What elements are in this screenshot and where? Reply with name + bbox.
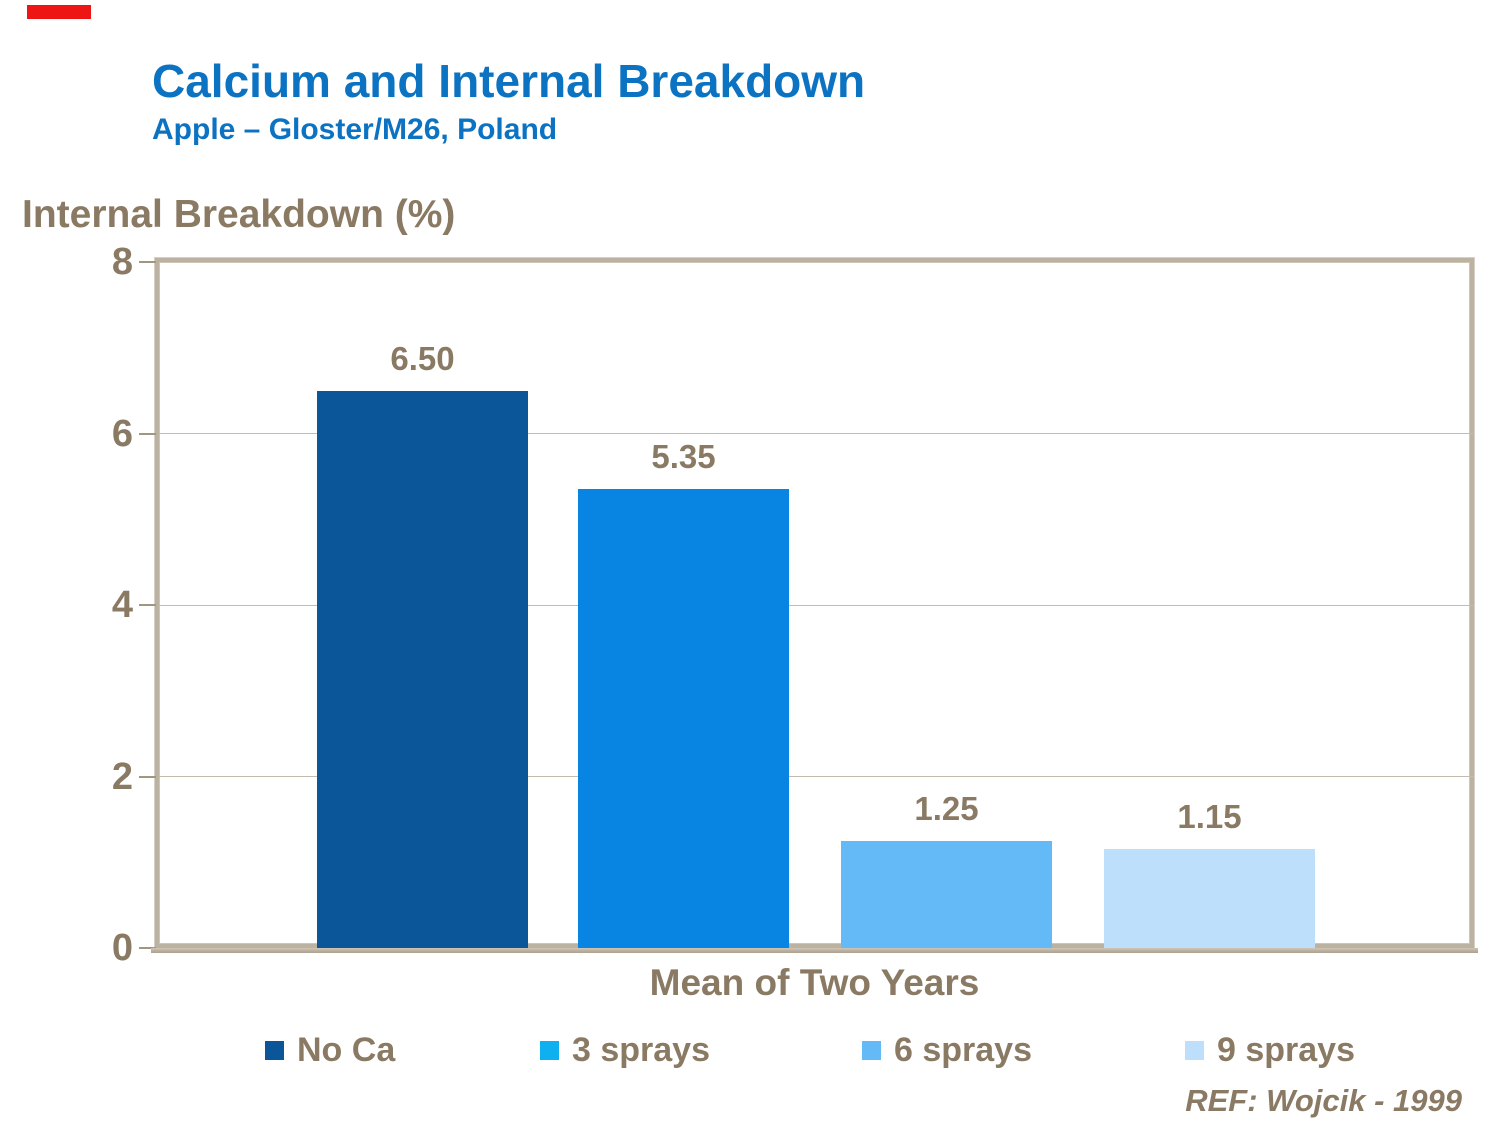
legend-item-no-ca: No Ca xyxy=(265,1028,395,1072)
y-axis-title: Internal Breakdown (%) xyxy=(22,193,456,236)
y-tick-mark-0 xyxy=(139,947,156,949)
legend-item-3-sprays: 3 sprays xyxy=(540,1028,710,1072)
y-tick-mark-4 xyxy=(139,604,156,606)
y-tick-mark-6 xyxy=(139,432,156,435)
bar-no-ca xyxy=(317,390,528,948)
x-axis-line xyxy=(151,948,1478,953)
legend-label-no-ca: No Ca xyxy=(297,1031,396,1069)
bar-6-sprays xyxy=(841,840,1052,948)
y-tick-label-0: 0 xyxy=(111,927,133,969)
gridline-y4 xyxy=(159,604,1474,606)
chart-subtitle: Apple – Gloster/M26, Poland xyxy=(152,113,558,146)
legend-label-9-sprays: 9 sprays xyxy=(1217,1031,1355,1069)
bar-value-label-9-sprays: 1.15 xyxy=(1177,798,1242,836)
x-axis-title: Mean of Two Years xyxy=(649,962,980,1003)
legend-item-9-sprays: 9 sprays xyxy=(1185,1028,1355,1072)
legend-swatch-3-sprays xyxy=(540,1040,559,1060)
reference-note: REF: Wojcik - 1999 xyxy=(1185,1083,1462,1118)
bar-value-label-6-sprays: 1.25 xyxy=(914,789,979,827)
legend-item-6-sprays: 6 sprays xyxy=(862,1028,1032,1072)
bar-value-label-no-ca: 6.50 xyxy=(390,339,455,377)
y-tick-mark-8 xyxy=(139,261,156,263)
bar-3-sprays xyxy=(578,489,789,948)
chart-title: Calcium and Internal Breakdown xyxy=(152,55,866,107)
legend: No Ca 3 sprays 6 sprays 9 sprays xyxy=(0,1028,1500,1078)
y-tick-label-6: 6 xyxy=(111,412,133,455)
red-marker xyxy=(27,5,91,19)
gridline-y6 xyxy=(159,433,1474,434)
y-tick-label-4: 4 xyxy=(111,584,133,626)
legend-label-3-sprays: 3 sprays xyxy=(572,1031,710,1069)
bar-value-label-3-sprays: 5.35 xyxy=(651,438,716,476)
legend-swatch-no-ca xyxy=(265,1040,284,1060)
legend-label-6-sprays: 6 sprays xyxy=(894,1031,1032,1069)
bar-9-sprays xyxy=(1104,849,1315,948)
y-tick-label-2: 2 xyxy=(111,755,133,798)
legend-swatch-9-sprays xyxy=(1185,1040,1204,1060)
y-tick-mark-2 xyxy=(139,775,156,778)
y-tick-label-8: 8 xyxy=(111,241,133,283)
legend-swatch-6-sprays xyxy=(862,1040,881,1060)
gridline-y2 xyxy=(159,776,1474,777)
